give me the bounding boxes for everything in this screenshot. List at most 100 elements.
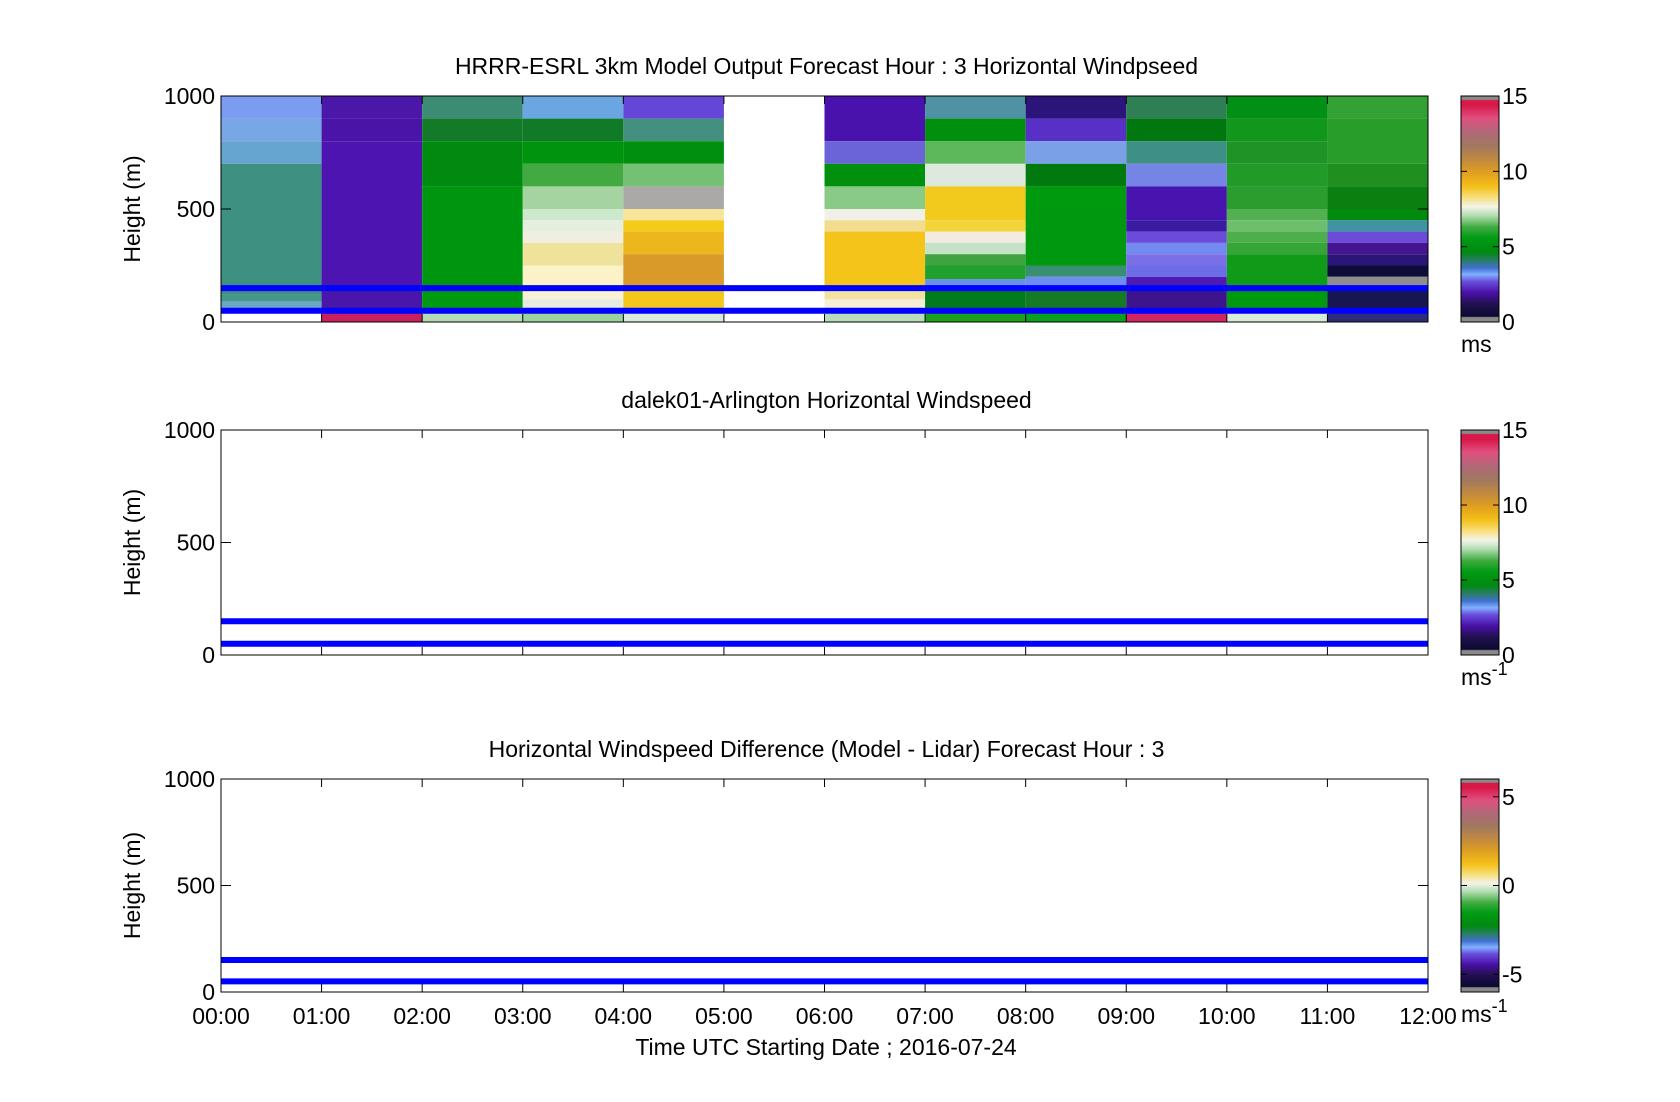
heatmap-cell bbox=[623, 163, 724, 187]
colorbar-tick-label: 5 bbox=[1502, 567, 1515, 593]
heatmap-cell bbox=[522, 242, 624, 266]
heatmap-cell bbox=[522, 231, 624, 243]
heatmap-cell bbox=[1126, 254, 1227, 266]
heatmap-cell bbox=[824, 96, 926, 142]
heatmap-cell bbox=[1025, 141, 1127, 164]
panel-title: dalek01-Arlington Horizontal Windspeed bbox=[621, 387, 1031, 413]
heatmap-cell bbox=[1126, 242, 1227, 255]
panel-difference: 0 500 1000 Horizontal Windspeed Difference … bbox=[119, 736, 1522, 1027]
colorbar-unit-exponent: -1 bbox=[1492, 659, 1508, 679]
heatmap-cell bbox=[1226, 163, 1328, 187]
heatmap-cell bbox=[824, 220, 926, 232]
heatmap-cell bbox=[1327, 186, 1428, 209]
y-tick-label: 0 bbox=[202, 309, 215, 335]
colorbar-tick-label: 10 bbox=[1502, 492, 1528, 518]
y-axis-title: Height (m) bbox=[119, 489, 145, 596]
heatmap-cell bbox=[824, 141, 926, 164]
heatmap-cell bbox=[522, 220, 624, 232]
y-axis-title: Height (m) bbox=[119, 832, 145, 939]
heatmap-cell bbox=[321, 118, 423, 142]
heatmap-cell bbox=[925, 186, 1026, 221]
heatmap-cell bbox=[321, 96, 423, 119]
x-tick-label: 05:00 bbox=[695, 1003, 753, 1029]
heatmap-cell bbox=[1126, 141, 1227, 164]
panel-title: HRRR-ESRL 3km Model Output Forecast Hour… bbox=[455, 53, 1198, 79]
heatmap-cell bbox=[422, 96, 523, 119]
heatmap-cell bbox=[623, 220, 724, 232]
heatmap-cell bbox=[221, 288, 322, 295]
colorbar-unit: ms-1 bbox=[1461, 996, 1508, 1027]
heatmap-cell bbox=[824, 186, 926, 209]
heatmap-cell bbox=[824, 288, 926, 300]
panel-model: 0 500 1000 HRRR-ESRL 3km Model Output Forec… bbox=[119, 53, 1528, 357]
heatmap-cell bbox=[221, 118, 322, 142]
heatmap-cell bbox=[623, 254, 724, 289]
heatmap-cell bbox=[1025, 209, 1127, 266]
heatmap-cell bbox=[925, 163, 1026, 187]
heatmap-cell bbox=[422, 186, 523, 289]
heatmap-cell bbox=[1126, 231, 1227, 243]
panel-title: Horizontal Windspeed Difference (Model -… bbox=[489, 736, 1165, 762]
heatmap-cell bbox=[1226, 220, 1328, 232]
heatmap-cell bbox=[623, 231, 724, 255]
heatmap-cell bbox=[1226, 242, 1328, 255]
heatmap-cell bbox=[422, 141, 523, 187]
heatmap-cell bbox=[623, 141, 724, 164]
heatmap-cell bbox=[925, 242, 1026, 255]
heatmap-cell bbox=[522, 163, 624, 187]
x-tick-label: 06:00 bbox=[796, 1003, 854, 1029]
heatmap-cell bbox=[623, 209, 724, 221]
y-tick-label: 500 bbox=[177, 196, 215, 222]
heatmap-cell bbox=[1126, 265, 1227, 277]
heatmap-cell bbox=[1126, 96, 1227, 119]
heatmap-cell bbox=[925, 231, 1026, 243]
heatmap-cell bbox=[1226, 209, 1328, 221]
heatmap-cell bbox=[1327, 265, 1428, 277]
colorbar bbox=[1460, 429, 1500, 656]
heatmap-cell bbox=[1226, 288, 1328, 309]
x-tick-label: 10:00 bbox=[1198, 1003, 1256, 1029]
heatmap-cell bbox=[1327, 231, 1428, 243]
heatmap-cell bbox=[522, 118, 624, 142]
heatmap-cell bbox=[1327, 163, 1428, 187]
panel-lidar: 0 500 1000 dalek01-Arlington Horizontal Win… bbox=[119, 387, 1528, 690]
colorbar-tick-label: 0 bbox=[1502, 309, 1515, 335]
y-tick-label: 500 bbox=[177, 873, 215, 899]
heatmap-cell bbox=[522, 299, 624, 309]
heatmap-cell bbox=[1025, 276, 1127, 289]
colorbar-unit-exponent: -1 bbox=[1492, 996, 1508, 1016]
heatmap-cell bbox=[1327, 242, 1428, 255]
heatmap-cell bbox=[1126, 288, 1227, 309]
colorbar-tick-label: 0 bbox=[1502, 873, 1515, 899]
y-tick-label: 1000 bbox=[164, 83, 215, 109]
colorbar-tick-label: 5 bbox=[1502, 234, 1515, 260]
heatmap-cell bbox=[1226, 186, 1328, 209]
y-tick-label: 500 bbox=[177, 530, 215, 556]
heatmap-cell bbox=[1226, 118, 1328, 142]
heatmap-cell bbox=[522, 288, 624, 300]
heatmap-cell bbox=[221, 163, 322, 289]
heatmap-cell bbox=[1327, 209, 1428, 221]
x-tick-label: 01:00 bbox=[293, 1003, 351, 1029]
heatmap-cell bbox=[522, 186, 624, 209]
y-tick-label: 0 bbox=[202, 979, 215, 1005]
colorbar-unit: ms bbox=[1461, 331, 1492, 357]
heatmap-cell bbox=[824, 231, 926, 289]
heatmap-cell bbox=[1025, 265, 1127, 277]
heatmap-cell bbox=[422, 288, 523, 309]
x-axis-labels: 00:00 01:00 02:00 03:00 04:00 05:00 06:00 07:00… bbox=[192, 1003, 1457, 1029]
colorbar-tick-label: -5 bbox=[1502, 961, 1522, 987]
heatmap-cell bbox=[623, 96, 724, 119]
heatmap-cell bbox=[1025, 118, 1127, 142]
heatmap-cell bbox=[1226, 141, 1328, 164]
x-axis-title: Time UTC Starting Date ; 2016-07-24 bbox=[635, 1034, 1017, 1060]
heatmap-cell bbox=[1327, 220, 1428, 232]
y-tick-label: 1000 bbox=[164, 766, 215, 792]
heatmap-cell bbox=[221, 141, 322, 164]
heatmap-cell bbox=[1327, 288, 1428, 309]
heatmap-cell bbox=[925, 279, 1026, 289]
colorbar-tick-label: 0 bbox=[1502, 642, 1515, 668]
heatmap-cell bbox=[1226, 96, 1328, 119]
heatmap-cell bbox=[1025, 163, 1127, 187]
